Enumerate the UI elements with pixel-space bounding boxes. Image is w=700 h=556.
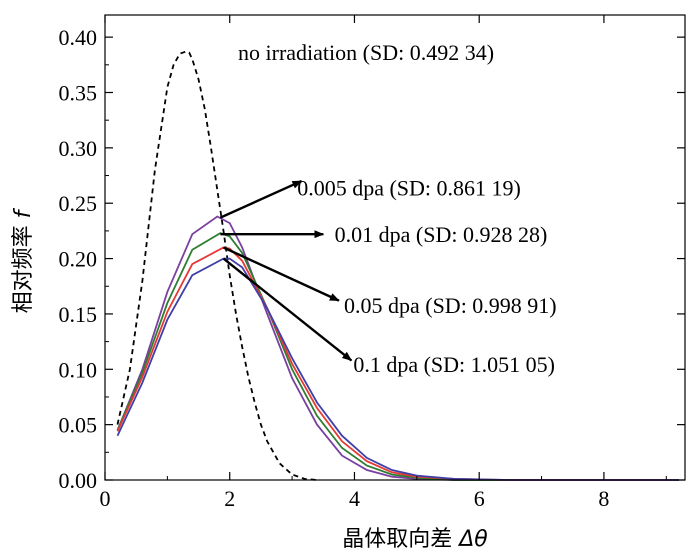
annotation-label-2: 0.01 dpa (SD: 0.928 28) xyxy=(335,222,548,247)
axes: 0 2 4 6 8 0.00 0.05 0.10 0.15 0.20 0.25 0.30 0.35 0.4… xyxy=(59,14,686,511)
y-tick-label-0: 0.00 xyxy=(59,468,98,493)
y-tick-label-5: 0.25 xyxy=(59,191,98,216)
x-axis-title: 晶体取向差 Δθ xyxy=(342,527,488,552)
x-tick-label-1: 2 xyxy=(224,486,235,511)
annotations: no irradiation (SD: 0.492 34) 0.005 dpa (… xyxy=(219,40,557,377)
annotation-arrow-1 xyxy=(219,179,303,219)
annotation-arrow-3 xyxy=(222,246,340,302)
x-tick-label-2: 4 xyxy=(349,486,360,511)
plot-area xyxy=(116,50,679,481)
annotation-label-4: 0.1 dpa (SD: 1.051 05) xyxy=(353,352,555,377)
annotation-arrow-4 xyxy=(222,257,353,362)
y-tick-label-3: 0.15 xyxy=(59,302,98,327)
plot-frame xyxy=(104,14,686,481)
y-tick-label-7: 0.35 xyxy=(59,81,98,106)
series-line-0 xyxy=(116,50,318,481)
x-tick-label-0: 0 xyxy=(100,486,111,511)
y-tick-label-4: 0.20 xyxy=(59,247,98,272)
y-tick-label-6: 0.30 xyxy=(59,136,98,161)
series-line-1 xyxy=(116,215,679,481)
y-tick-label-2: 0.10 xyxy=(59,357,98,382)
annotation-label-3: 0.05 dpa (SD: 0.998 91) xyxy=(344,293,557,318)
y-tick-label-8: 0.40 xyxy=(59,25,98,50)
annotation-label-0: no irradiation (SD: 0.492 34) xyxy=(238,40,494,65)
y-axis-title: 相对频率 f xyxy=(11,207,36,313)
annotation-label-1: 0.005 dpa (SD: 0.861 19) xyxy=(297,176,521,201)
x-tick-label-4: 8 xyxy=(598,486,609,511)
x-tick-label-3: 6 xyxy=(474,486,485,511)
y-tick-label-1: 0.05 xyxy=(59,413,98,438)
